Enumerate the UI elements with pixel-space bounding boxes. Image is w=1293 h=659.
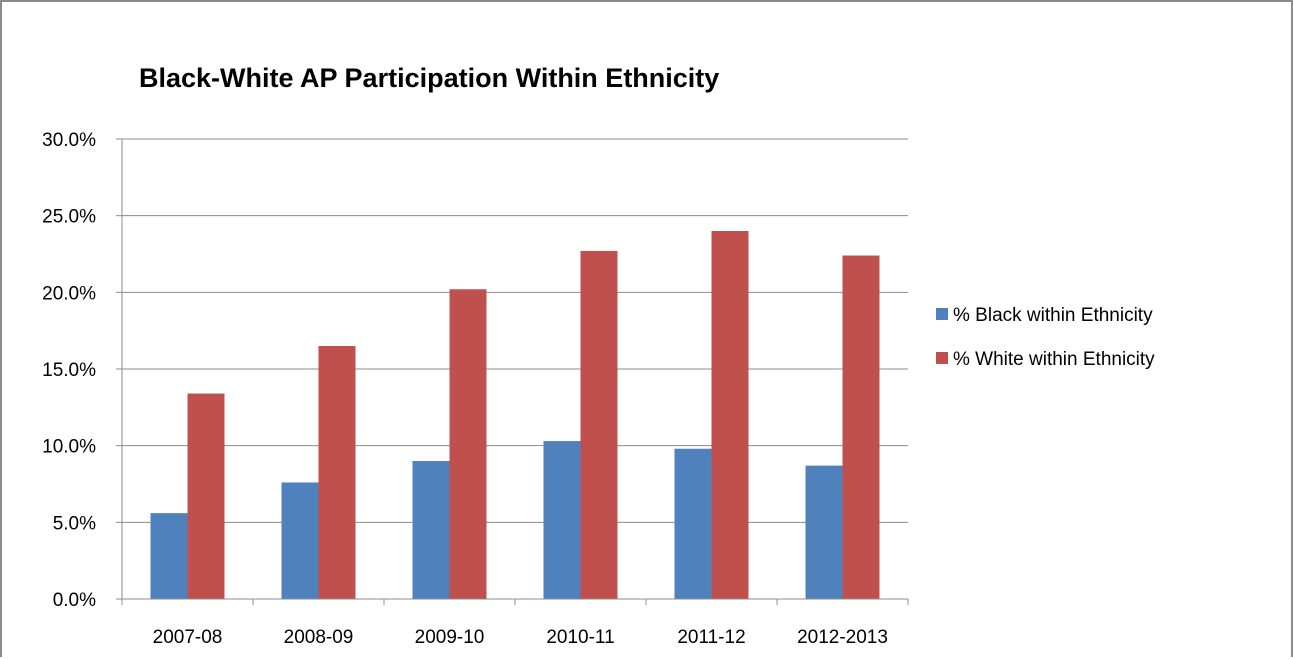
legend-label-0: % Black within Ethnicity xyxy=(953,305,1153,326)
bar-white-2011-12 xyxy=(711,231,749,599)
legend-label-1: % White within Ethnicity xyxy=(953,349,1155,370)
y-tick-label-1: 5.0% xyxy=(53,513,96,534)
x-tick-label-5: 2012-2013 xyxy=(797,627,888,648)
x-tick-label-4: 2011-12 xyxy=(677,627,745,648)
bar-white-2007-08 xyxy=(187,393,225,599)
x-tick-label-2: 2009-10 xyxy=(415,627,485,648)
y-tick-label-0: 0.0% xyxy=(53,590,96,611)
legend-swatch-0 xyxy=(936,308,948,320)
y-axis-ticks: 0.0% 5.0% 10.0% 15.0% 20.0% 25.0% 30.0% xyxy=(42,130,122,611)
bar-white-2010-11 xyxy=(580,250,618,599)
x-tick-label-3: 2010-11 xyxy=(546,627,614,648)
y-tick-label-5: 25.0% xyxy=(42,207,96,228)
x-tick-label-0: 2007-08 xyxy=(153,627,223,648)
bar-black-2012-2013 xyxy=(805,465,843,599)
bar-white-2012-2013 xyxy=(842,255,880,600)
bar-black-2011-12 xyxy=(674,448,712,599)
y-tick-label-4: 20.0% xyxy=(42,283,96,304)
chart-title: Black-White AP Participation Within Ethn… xyxy=(139,63,719,93)
bar-white-2008-09 xyxy=(318,346,356,599)
x-axis-ticks: 2007-08 2008-09 2009-10 2010-11 2011-12 2012-… xyxy=(121,599,909,648)
gridlines xyxy=(122,138,908,523)
y-tick-label-3: 15.0% xyxy=(42,360,96,381)
bars xyxy=(150,231,880,600)
y-tick-label-6: 30.0% xyxy=(42,130,96,151)
y-tick-label-2: 10.0% xyxy=(42,437,96,458)
bar-black-2008-09 xyxy=(281,482,319,599)
legend: % Black within Ethnicity % White within E… xyxy=(936,305,1155,370)
legend-swatch-1 xyxy=(936,352,948,364)
bar-black-2007-08 xyxy=(150,513,188,599)
bar-black-2009-10 xyxy=(412,461,450,599)
x-tick-label-1: 2008-09 xyxy=(284,627,354,648)
bar-white-2009-10 xyxy=(449,289,487,599)
bar-black-2010-11 xyxy=(543,441,581,599)
